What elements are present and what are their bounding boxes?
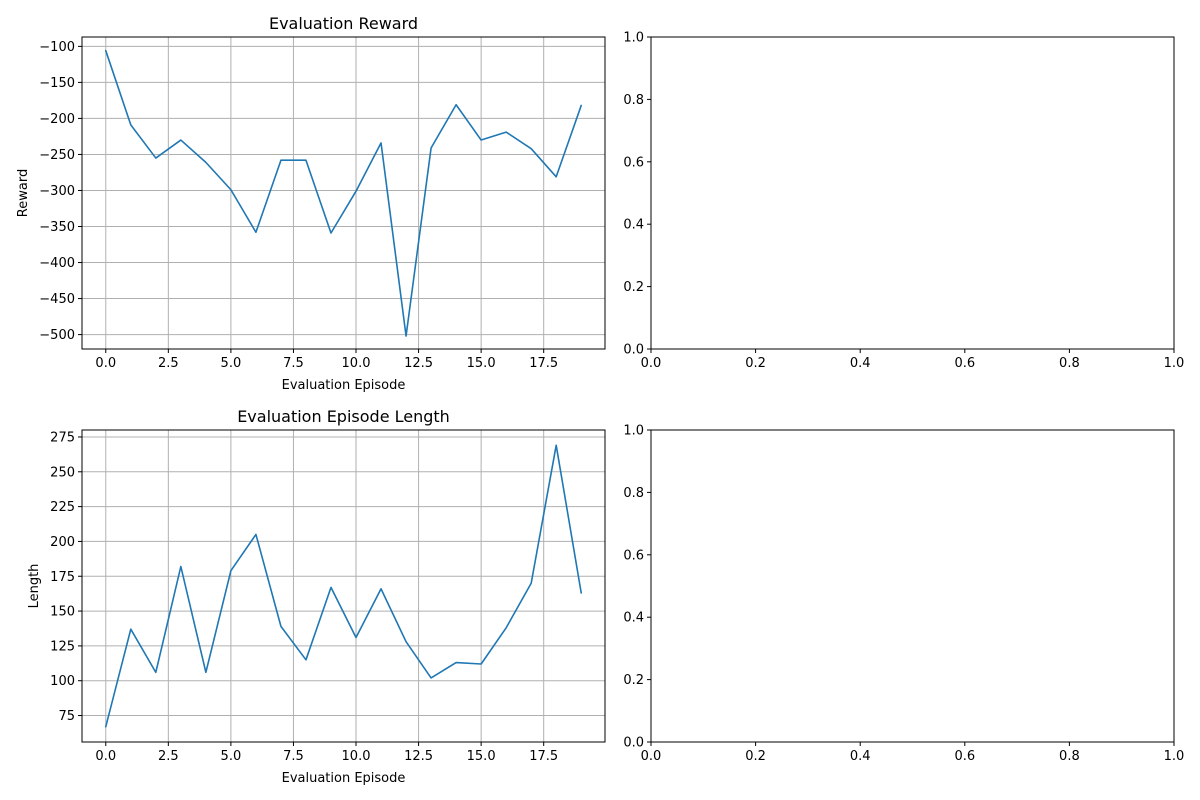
y-tick-label: −450 <box>39 292 75 307</box>
x-tick-label: 12.5 <box>404 749 433 764</box>
y-tick-label: −300 <box>39 184 75 199</box>
y-tick-label: 0.2 <box>623 673 644 688</box>
x-axis-label: Evaluation Episode <box>282 378 406 393</box>
y-tick-label: 0.2 <box>623 280 644 295</box>
y-tick-label: −100 <box>39 40 75 55</box>
empty-axes-top-right: 0.0 0.2 0.4 0.6 0.8 1.0 0.0 0.2 0.4 0.6 0.8 1.0 <box>623 31 1184 372</box>
y-tick-label: −500 <box>39 328 75 343</box>
x-tick-label: 1.0 <box>1164 749 1185 764</box>
x-tick-label: 0.6 <box>954 356 975 371</box>
x-tick-label: 0.4 <box>850 749 871 764</box>
empty-axes-bottom-right: 0.0 0.2 0.4 0.6 0.8 1.0 0.0 0.2 0.4 0.6 0.8 1.0 <box>623 424 1184 765</box>
axes-frame <box>81 36 606 350</box>
x-tick-label: 17.5 <box>529 356 558 371</box>
x-tick-label: 1.0 <box>1164 356 1185 371</box>
y-tick-label: −200 <box>39 112 75 127</box>
y-tick-label: 250 <box>50 465 75 480</box>
y-tick-label: −350 <box>39 220 75 235</box>
x-tick-label: 5.0 <box>221 356 242 371</box>
x-tick-label: 7.5 <box>283 749 304 764</box>
x-tick-label: 0.6 <box>954 749 975 764</box>
y-axis-label: Length <box>27 564 42 609</box>
series-line <box>104 49 583 337</box>
x-tick-label: 0.8 <box>1059 356 1080 371</box>
x-tick-label: 0.8 <box>1059 749 1080 764</box>
y-tick-label: 1.0 <box>623 31 644 46</box>
x-tick-label: 2.5 <box>158 356 179 371</box>
y-tick-label: 150 <box>50 605 75 620</box>
x-tick-label: 0.0 <box>641 356 662 371</box>
y-tick-label: 0.8 <box>623 486 644 501</box>
y-tick-label: 175 <box>50 570 75 585</box>
y-axis-label: Reward <box>16 169 31 217</box>
x-tick-label: 0.0 <box>95 749 116 764</box>
x-tick-label: 10.0 <box>342 356 371 371</box>
y-tick-label: −250 <box>39 148 75 163</box>
x-tick-label: 2.5 <box>158 749 179 764</box>
reward-chart: Evaluation Reward Evaluation Episode Rew… <box>16 14 606 393</box>
chart-title: Evaluation Reward <box>269 14 418 33</box>
x-tick-label: 0.2 <box>745 749 766 764</box>
x-tick-label: 10.0 <box>342 749 371 764</box>
y-tick-label: 0.6 <box>623 155 644 170</box>
y-tick-label: 100 <box>50 674 75 689</box>
y-tick-label: −150 <box>39 76 75 91</box>
y-tick-label: 0.4 <box>623 218 644 233</box>
y-tick-label: 0.0 <box>623 343 644 358</box>
x-tick-label: 5.0 <box>221 749 242 764</box>
y-tick-label: 125 <box>50 639 75 654</box>
y-tick-label: 1.0 <box>623 424 644 439</box>
x-tick-label: 15.0 <box>467 749 496 764</box>
chart-title: Evaluation Episode Length <box>237 407 450 426</box>
y-tick-label: 75 <box>58 709 75 724</box>
axes-frame <box>650 36 1175 350</box>
x-tick-label: 0.2 <box>745 356 766 371</box>
x-tick-label: 17.5 <box>529 749 558 764</box>
x-tick-label: 15.0 <box>467 356 496 371</box>
y-tick-label: 0.6 <box>623 548 644 563</box>
series-line <box>104 444 583 728</box>
y-tick-label: 200 <box>50 535 75 550</box>
axes-frame <box>650 429 1175 743</box>
y-tick-label: 0.0 <box>623 736 644 751</box>
axes-frame <box>81 429 606 743</box>
y-tick-label: −400 <box>39 256 75 271</box>
x-tick-label: 7.5 <box>283 356 304 371</box>
x-tick-label: 0.4 <box>850 356 871 371</box>
x-axis-label: Evaluation Episode <box>282 771 406 786</box>
y-tick-label: 275 <box>50 430 75 445</box>
y-tick-label: 0.4 <box>623 611 644 626</box>
y-tick-label: 225 <box>50 500 75 515</box>
episode-length-chart: Evaluation Episode Length Evaluation Epi… <box>27 407 606 786</box>
x-tick-label: 12.5 <box>404 356 433 371</box>
y-tick-label: 0.8 <box>623 93 644 108</box>
x-tick-label: 0.0 <box>641 749 662 764</box>
x-tick-label: 0.0 <box>95 356 116 371</box>
